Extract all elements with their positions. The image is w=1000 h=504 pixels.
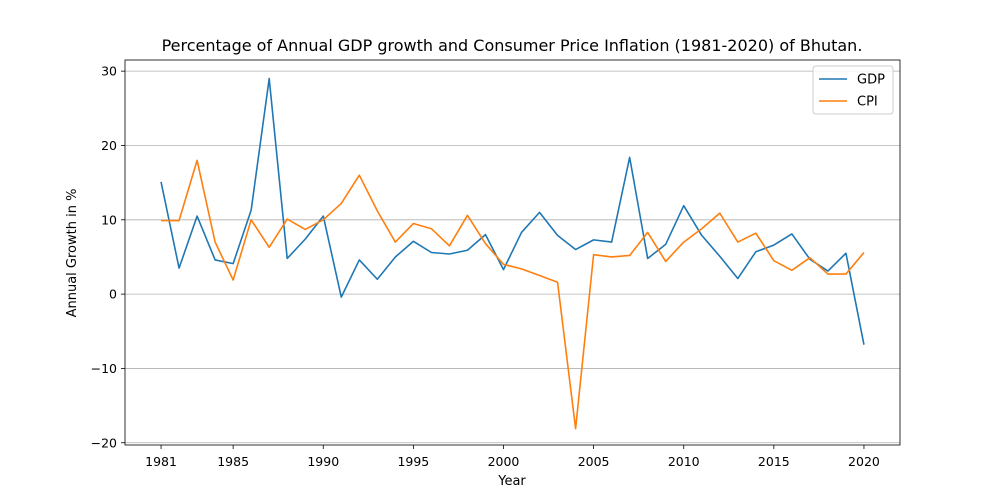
y-tick-label: 0 xyxy=(109,287,117,302)
legend: GDP CPI xyxy=(812,65,894,115)
x-tick-label: 2000 xyxy=(488,454,520,469)
x-tick-label: 1981 xyxy=(145,454,177,469)
x-tick-label: 2005 xyxy=(578,454,610,469)
y-axis: 30 20 10 0 −10 −20 xyxy=(91,64,125,450)
x-tick-label: 2020 xyxy=(848,454,880,469)
x-tick-label: 2010 xyxy=(668,454,700,469)
x-tick-label: 1990 xyxy=(307,454,339,469)
plot-frame xyxy=(124,59,901,446)
y-tick-label: 30 xyxy=(101,64,117,79)
series-line-gdp xyxy=(160,77,865,345)
y-tick-label: −10 xyxy=(91,361,117,376)
y-tick-label: 20 xyxy=(101,138,117,153)
chart-title: Percentage of Annual GDP growth and Cons… xyxy=(162,36,863,55)
y-tick-label: 10 xyxy=(101,212,117,227)
x-axis: 1981 1985 1990 1995 2000 2005 2010 2015 2020 xyxy=(145,445,880,469)
legend-label-gdp: GDP xyxy=(857,73,885,88)
x-axis-label: Year xyxy=(497,474,526,489)
gridlines xyxy=(125,70,900,444)
x-tick-label: 1995 xyxy=(397,454,429,469)
series-line-cpi xyxy=(161,159,865,430)
legend-box xyxy=(812,65,894,115)
legend-label-cpi: CPI xyxy=(857,95,878,110)
series-lines xyxy=(160,77,865,430)
y-tick-label: −20 xyxy=(91,435,117,450)
x-tick-label: 2015 xyxy=(758,454,790,469)
y-axis-label: Annual Growth in % xyxy=(65,189,80,318)
x-tick-label: 1985 xyxy=(217,454,249,469)
